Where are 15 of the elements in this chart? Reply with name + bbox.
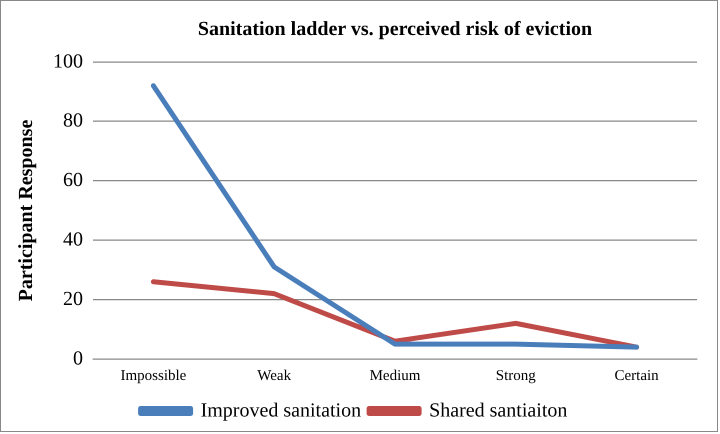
y-tick-label: 60 (63, 169, 83, 192)
y-tick-label: 80 (63, 110, 83, 132)
x-tick-label: Certain (614, 368, 660, 384)
x-tick-label: Weak (257, 368, 292, 384)
y-tick-label: 100 (53, 50, 83, 72)
legend-label: Improved sanitation (200, 399, 362, 422)
y-tick-label: 40 (63, 228, 83, 250)
y-axis-title: Participant Response (15, 120, 38, 302)
chart-title: Sanitation ladder vs. perceived risk of eviction (198, 18, 592, 40)
x-tick-label: Impossible (120, 368, 187, 384)
x-tick-label: Medium (370, 368, 421, 384)
x-tick-label: Strong (496, 368, 536, 384)
legend-label: Shared santiaiton (429, 399, 568, 422)
y-tick-label: 0 (73, 347, 83, 370)
y-tick-label: 20 (63, 288, 83, 310)
